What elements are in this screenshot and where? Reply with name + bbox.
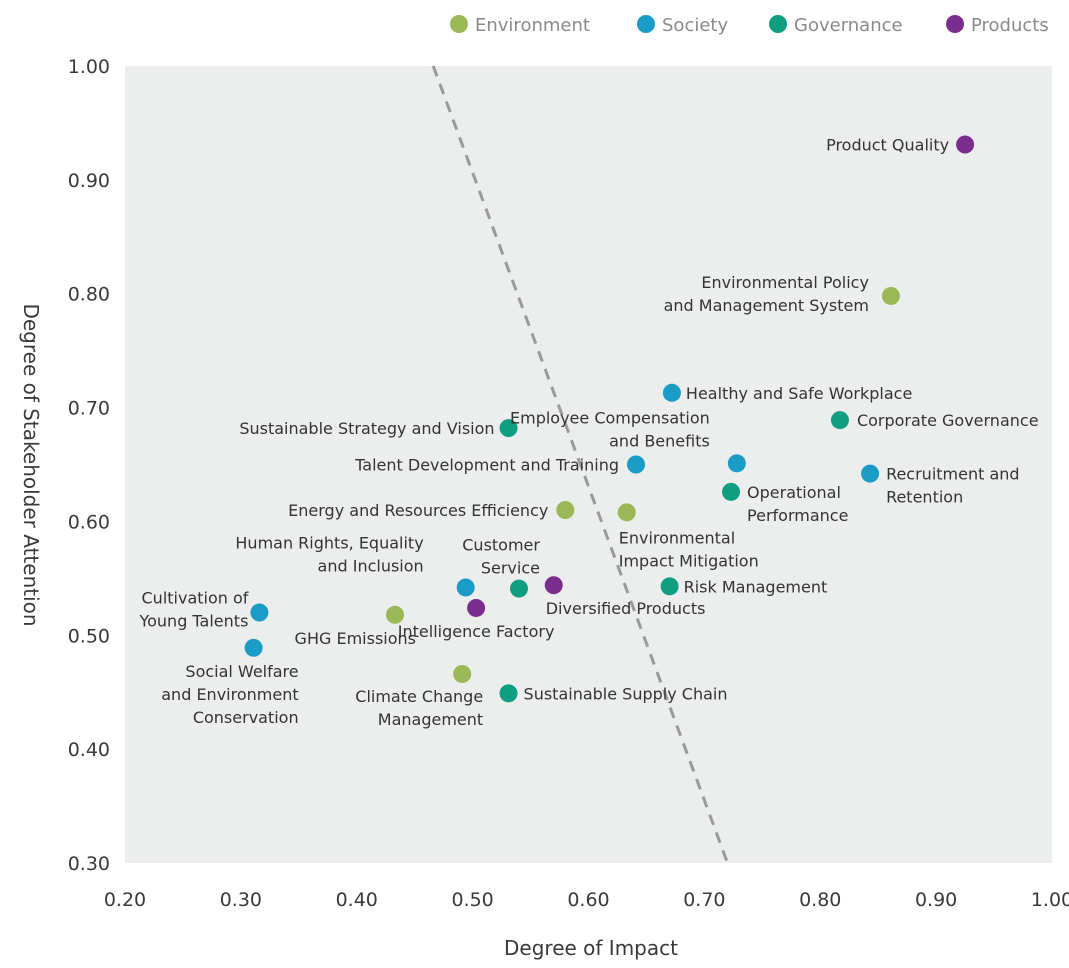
x-tick-label: 1.00 xyxy=(1031,889,1069,911)
data-point xyxy=(617,503,636,522)
data-point-label: Talent Development and Training xyxy=(354,456,619,475)
x-axis-ticks: 0.20 0.30 0.40 0.50 0.60 0.70 0.80 0.90 1.00 xyxy=(104,889,1069,911)
data-point xyxy=(861,464,880,483)
data-point xyxy=(244,638,263,657)
data-point xyxy=(956,135,975,154)
y-tick-label: 1.00 xyxy=(68,56,110,78)
x-tick-label: 0.60 xyxy=(567,889,609,911)
legend: Environment Society Governance Products xyxy=(450,15,1049,36)
data-point-label: GHG Emissions xyxy=(295,629,416,648)
data-point xyxy=(499,419,518,438)
data-point-label: Customer Service xyxy=(462,536,540,578)
y-axis-ticks: 0.30 0.40 0.50 0.60 0.70 0.80 0.90 1.00 xyxy=(68,56,110,875)
legend-label-governance: Governance xyxy=(794,15,903,36)
legend-marker-governance xyxy=(769,15,787,33)
data-point-label: Environmental Impact Mitigation xyxy=(619,528,759,570)
data-point-label: Product Quality xyxy=(826,136,949,155)
data-point xyxy=(544,576,563,595)
data-point-label: Corporate Governance xyxy=(857,411,1039,430)
data-point-label: Intelligence Factory xyxy=(398,622,555,641)
data-point xyxy=(456,578,475,597)
x-tick-label: 0.40 xyxy=(336,889,378,911)
data-point-label: Risk Management xyxy=(684,577,828,596)
data-point-label: Cultivation of Young Talents xyxy=(138,589,248,631)
y-tick-label: 0.80 xyxy=(68,284,110,306)
data-point xyxy=(727,454,746,473)
data-point-label: Recruitment and Retention xyxy=(886,465,1020,507)
data-point xyxy=(881,286,900,305)
data-point xyxy=(660,577,679,596)
x-tick-label: 0.80 xyxy=(799,889,841,911)
y-tick-label: 0.60 xyxy=(68,511,110,533)
data-point xyxy=(453,664,472,683)
legend-marker-environment xyxy=(450,15,468,33)
data-point-label: Diversified Products xyxy=(546,599,706,618)
data-points xyxy=(244,135,975,703)
data-point xyxy=(662,383,681,402)
data-point xyxy=(385,605,404,624)
data-point xyxy=(467,598,486,617)
y-tick-label: 0.90 xyxy=(68,170,110,192)
x-tick-label: 0.90 xyxy=(915,889,957,911)
y-axis-title: Degree of Stakeholder Attention xyxy=(19,303,43,626)
y-tick-label: 0.50 xyxy=(68,625,110,647)
data-point-label: Operational Performance xyxy=(747,483,848,525)
legend-marker-society xyxy=(637,15,655,33)
x-axis-title: Degree of Impact xyxy=(504,936,678,960)
data-point xyxy=(250,603,269,622)
data-point-label: Healthy and Safe Workplace xyxy=(686,384,912,403)
data-point-label: Human Rights, Equality and Inclusion xyxy=(235,533,423,575)
x-tick-label: 0.20 xyxy=(104,889,146,911)
y-tick-label: 0.40 xyxy=(68,739,110,761)
x-tick-label: 0.70 xyxy=(683,889,725,911)
data-point-label: Sustainable Strategy and Vision xyxy=(239,419,494,438)
data-point xyxy=(556,501,575,520)
y-tick-label: 0.30 xyxy=(68,853,110,875)
data-point-label: Employee Compensation and Benefits xyxy=(510,408,710,450)
legend-marker-products xyxy=(946,15,964,33)
plot-area xyxy=(125,66,1052,863)
point-labels: Product Quality Environmental Policy and M… xyxy=(138,136,1038,729)
data-point-label: Energy and Resources Efficiency xyxy=(288,501,548,520)
data-point-label: Sustainable Supply Chain xyxy=(524,684,728,703)
legend-label-environment: Environment xyxy=(475,15,590,36)
data-point xyxy=(830,411,849,430)
data-point xyxy=(499,684,518,703)
x-tick-label: 0.30 xyxy=(220,889,262,911)
data-point-label: Environmental Policy and Management Syste… xyxy=(664,273,869,315)
data-point-label: Social Welfare and Environment Conservatio… xyxy=(161,662,298,727)
data-point xyxy=(627,455,646,474)
legend-label-society: Society xyxy=(662,15,728,36)
divider-line-group xyxy=(431,65,729,864)
x-tick-label: 0.50 xyxy=(451,889,493,911)
data-point-label: Climate Change Management xyxy=(355,687,483,729)
legend-label-products: Products xyxy=(971,15,1049,36)
data-point xyxy=(509,579,528,598)
divider-line xyxy=(431,65,729,864)
data-point xyxy=(722,482,741,501)
y-tick-label: 0.70 xyxy=(68,398,110,420)
